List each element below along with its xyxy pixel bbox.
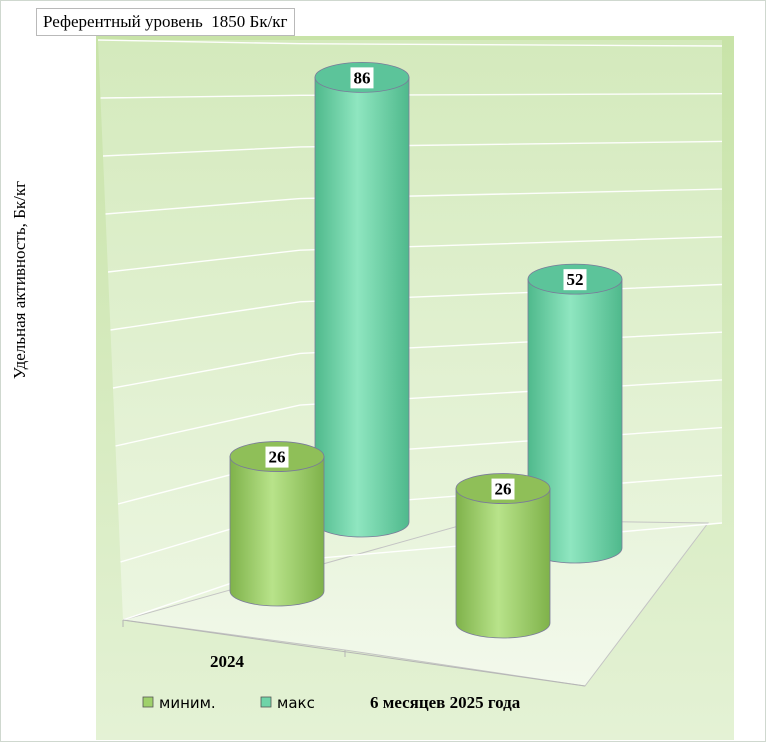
legend-swatch (142, 696, 154, 708)
data-label: 52 (567, 270, 584, 289)
legend-entry: макс (277, 694, 315, 712)
bar-min-body (229, 456, 325, 607)
gridline (105, 188, 723, 215)
data-label-background (350, 67, 374, 89)
legend-swatch (260, 696, 272, 708)
gridline (102, 140, 723, 157)
reference-level-label: Референтный уровень 1850 Бк/кг (36, 8, 295, 36)
x-axis-line (122, 619, 586, 687)
category-label: 2024 (210, 652, 245, 671)
data-label: 26 (269, 448, 286, 467)
data-label-background (563, 269, 587, 291)
bar-min-body (455, 488, 551, 639)
data-label: 86 (354, 68, 371, 87)
gridline (100, 93, 723, 99)
data-label-background (491, 478, 515, 500)
data-label-background (265, 446, 289, 468)
gridline (97, 39, 723, 47)
gridline (107, 236, 723, 273)
bar-max-body (314, 76, 410, 538)
category-label: 6 месяцев 2025 года (370, 693, 521, 712)
data-label: 26 (495, 480, 512, 499)
legend-entry: миним. (159, 694, 216, 712)
